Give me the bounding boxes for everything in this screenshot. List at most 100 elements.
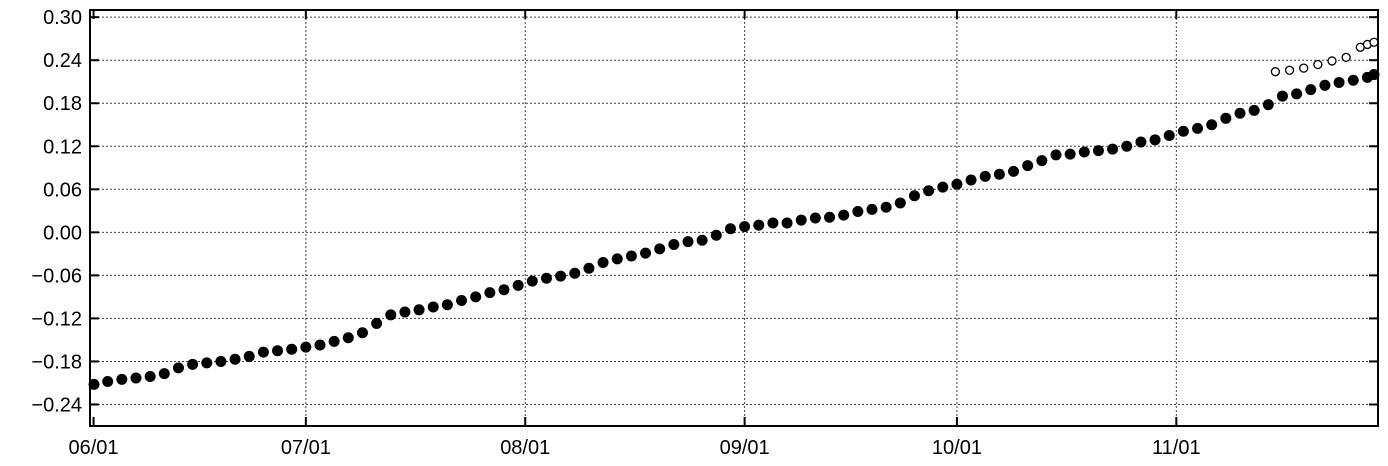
data-point bbox=[88, 378, 100, 390]
data-point-open bbox=[1299, 63, 1309, 73]
data-point bbox=[880, 201, 892, 213]
data-point bbox=[1107, 143, 1119, 155]
data-point bbox=[1078, 146, 1090, 158]
data-point bbox=[1008, 165, 1020, 177]
data-point bbox=[993, 168, 1005, 180]
data-point-open bbox=[1270, 67, 1281, 77]
y-tick-label: −0.12 bbox=[31, 308, 82, 330]
data-point bbox=[724, 223, 736, 235]
data-point bbox=[640, 247, 652, 259]
data-point bbox=[795, 214, 807, 226]
data-point bbox=[484, 287, 496, 299]
data-point bbox=[625, 250, 637, 262]
data-point bbox=[356, 327, 368, 339]
data-points bbox=[88, 37, 1380, 390]
data-point bbox=[102, 376, 114, 388]
data-point bbox=[710, 229, 722, 241]
data-point bbox=[1064, 148, 1076, 160]
y-tick-label: −0.18 bbox=[31, 351, 82, 373]
data-point bbox=[1121, 140, 1133, 152]
data-point bbox=[781, 217, 793, 229]
data-point bbox=[809, 212, 821, 224]
data-point bbox=[1234, 107, 1246, 119]
data-point bbox=[272, 345, 284, 357]
data-point bbox=[583, 262, 595, 274]
data-point bbox=[385, 309, 397, 321]
data-point bbox=[852, 206, 864, 218]
y-tick-label: 0.18 bbox=[43, 93, 82, 115]
data-point bbox=[1276, 90, 1288, 102]
data-point bbox=[328, 335, 340, 347]
data-point bbox=[1163, 130, 1175, 142]
data-point bbox=[427, 301, 439, 313]
data-point bbox=[456, 294, 468, 306]
data-point bbox=[257, 346, 269, 358]
data-point bbox=[158, 368, 170, 380]
y-tick-label: 0.24 bbox=[43, 50, 82, 72]
data-point bbox=[767, 217, 779, 229]
data-point bbox=[1177, 125, 1189, 137]
data-point bbox=[1333, 76, 1345, 88]
data-point bbox=[1192, 122, 1204, 134]
x-axis-labels: 06/01 07/01 08/01 09/01 10/01 11/01 bbox=[69, 437, 1201, 459]
data-point bbox=[1347, 74, 1359, 86]
data-point-open bbox=[1341, 52, 1351, 62]
data-point bbox=[555, 270, 567, 282]
data-point bbox=[116, 373, 128, 385]
data-point bbox=[1206, 119, 1218, 131]
data-point bbox=[951, 178, 963, 190]
data-point bbox=[371, 317, 383, 329]
axis-ticks bbox=[90, 10, 1378, 426]
data-point bbox=[300, 341, 312, 353]
data-point bbox=[540, 272, 552, 284]
data-point bbox=[144, 371, 156, 383]
data-point bbox=[696, 234, 708, 246]
data-point bbox=[1291, 88, 1303, 100]
y-tick-label: −0.06 bbox=[31, 265, 82, 287]
data-point bbox=[1368, 69, 1380, 81]
data-point bbox=[597, 256, 609, 268]
x-tick-label: 10/01 bbox=[932, 437, 982, 459]
data-point bbox=[908, 190, 920, 202]
data-point bbox=[342, 332, 354, 344]
y-tick-label: 0.30 bbox=[43, 7, 82, 29]
data-point bbox=[470, 291, 482, 303]
data-point bbox=[965, 174, 977, 186]
data-point bbox=[1305, 84, 1317, 96]
data-point bbox=[654, 243, 666, 255]
data-point bbox=[668, 239, 680, 251]
data-point bbox=[611, 253, 623, 265]
data-point bbox=[1092, 145, 1104, 157]
data-point bbox=[399, 306, 411, 318]
data-point bbox=[286, 343, 298, 355]
data-point bbox=[215, 355, 227, 367]
data-point bbox=[172, 362, 184, 374]
data-point bbox=[1022, 160, 1034, 172]
data-point bbox=[201, 357, 213, 369]
data-point bbox=[866, 203, 878, 215]
x-tick-label: 06/01 bbox=[69, 437, 119, 459]
data-point bbox=[512, 279, 524, 291]
data-point bbox=[526, 275, 538, 287]
data-point bbox=[1220, 112, 1232, 124]
data-point bbox=[1050, 149, 1062, 161]
data-point bbox=[314, 339, 326, 351]
y-tick-label: 0.12 bbox=[43, 136, 82, 158]
grid bbox=[90, 10, 1378, 426]
data-point bbox=[1149, 134, 1161, 146]
x-tick-label: 07/01 bbox=[281, 437, 331, 459]
x-tick-label: 09/01 bbox=[720, 437, 770, 459]
data-point bbox=[130, 372, 142, 384]
data-point bbox=[739, 221, 751, 233]
data-point bbox=[1262, 99, 1274, 111]
data-point bbox=[1036, 155, 1048, 167]
data-point bbox=[894, 197, 906, 209]
data-point bbox=[229, 353, 241, 365]
data-point bbox=[243, 350, 255, 362]
x-tick-label: 08/01 bbox=[500, 437, 550, 459]
data-point-open bbox=[1369, 37, 1379, 47]
data-point-open bbox=[1313, 59, 1323, 70]
data-point bbox=[498, 284, 510, 296]
data-point bbox=[1135, 136, 1147, 148]
data-point bbox=[937, 181, 949, 193]
